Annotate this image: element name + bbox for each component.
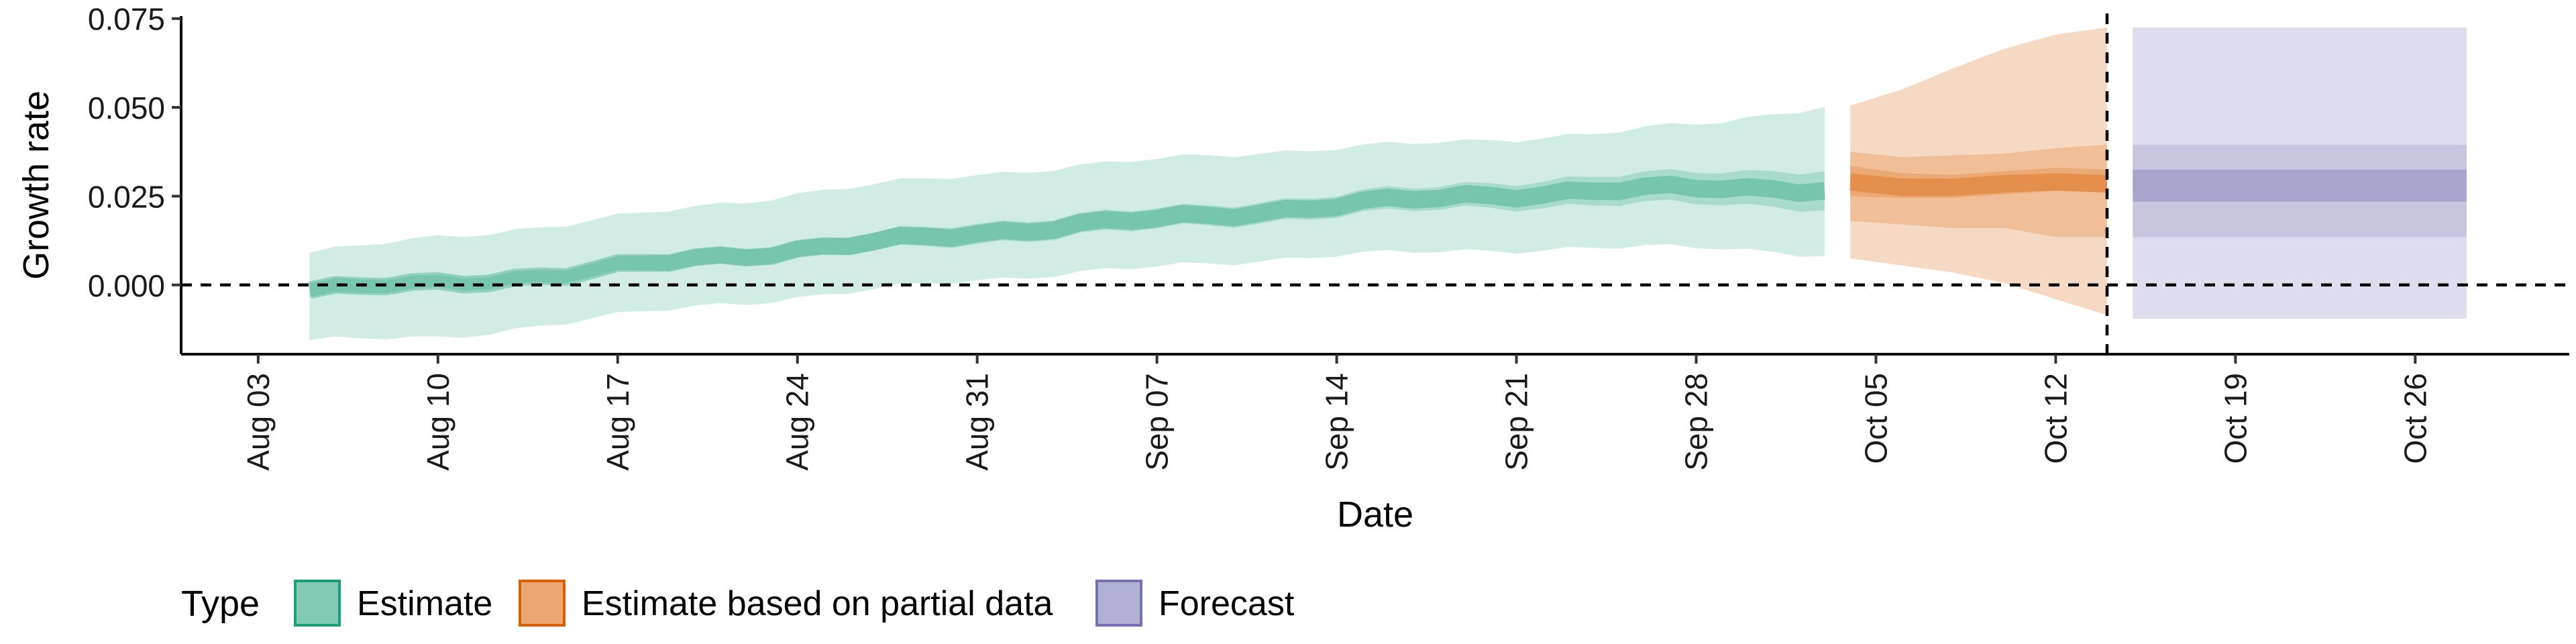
- legend-label: Estimate: [357, 584, 492, 623]
- x-tick-label: Sep 14: [1320, 373, 1354, 471]
- series-estimate-based-on-partial-data: [1849, 27, 2108, 315]
- band-2-2: [2133, 169, 2467, 202]
- reference-lines: [181, 13, 2569, 354]
- band-2-0: [2133, 27, 2467, 319]
- x-axis-title: Date: [1337, 494, 1413, 535]
- y-tick-label: 0.050: [88, 91, 165, 125]
- y-axis-title: Growth rate: [16, 91, 56, 280]
- legend-swatch-2: [1095, 580, 1142, 627]
- band-0-1: [309, 169, 1825, 298]
- x-tick-label: Sep 21: [1499, 373, 1534, 471]
- x-tick-label: Aug 10: [421, 373, 455, 471]
- x-tick-label: Oct 05: [1858, 373, 1893, 464]
- x-tick-label: Aug 17: [600, 373, 635, 471]
- y-tick-label: 0.025: [88, 179, 165, 214]
- band-1-1: [1850, 144, 2107, 237]
- legend: Type Estimate Estimate based on partial d…: [181, 580, 1295, 627]
- chart-bands: [307, 27, 2467, 340]
- legend-title: Type: [181, 584, 260, 624]
- x-tick-label: Oct 26: [2398, 373, 2432, 464]
- legend-label: Forecast: [1159, 584, 1295, 623]
- x-tick-label: Sep 07: [1140, 373, 1175, 471]
- legend-label: Estimate based on partial data: [582, 584, 1053, 623]
- axes: 0.000 0.025 0.050 0.075 Aug 03 Aug 10 Aug 17 Au…: [88, 2, 2569, 471]
- band-1-2: [1850, 166, 2107, 199]
- band-2-1: [2133, 144, 2467, 237]
- band-0-0: [309, 107, 1825, 340]
- x-tick-label: Aug 31: [960, 373, 995, 471]
- x-tick-label: Aug 03: [241, 373, 276, 471]
- legend-swatch-0: [294, 580, 341, 627]
- x-tick-label: Oct 19: [2218, 373, 2253, 464]
- x-tick-label: Aug 24: [780, 373, 815, 471]
- median-band-2: [2133, 169, 2467, 202]
- legend-swatch-1: [519, 580, 566, 627]
- series-forecast: [2133, 27, 2467, 319]
- median-line-0: [307, 175, 1826, 299]
- band-1-0: [1850, 27, 2107, 315]
- series-estimate: [307, 107, 1826, 340]
- median-line-1: [1849, 173, 2108, 197]
- y-tick-label: 0.075: [88, 2, 165, 37]
- x-tick-label: Oct 12: [2038, 373, 2073, 464]
- y-tick-label: 0.000: [88, 268, 165, 303]
- x-tick-label: Sep 28: [1678, 373, 1713, 471]
